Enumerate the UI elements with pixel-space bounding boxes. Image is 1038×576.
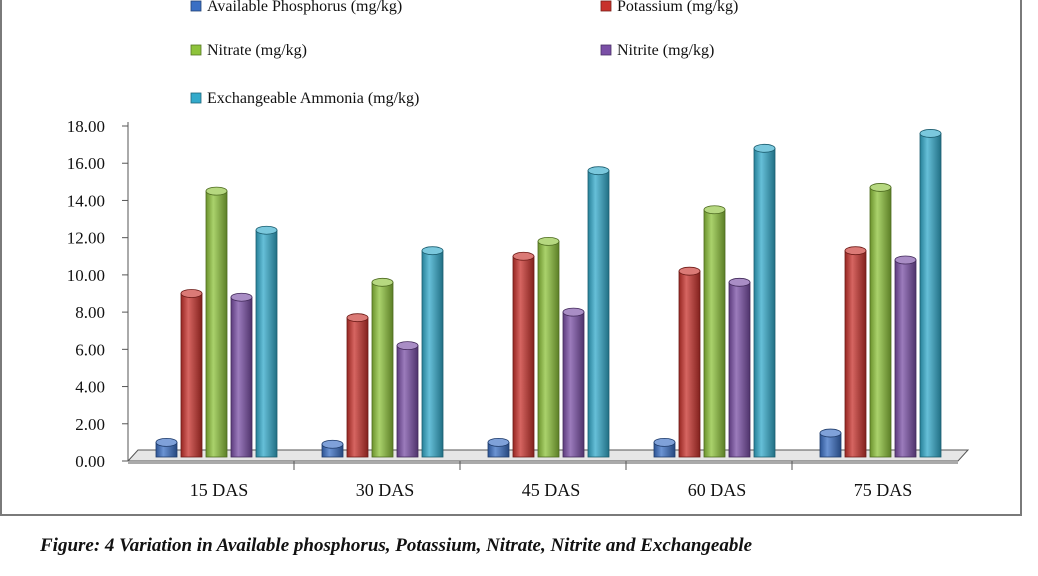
bar-cap [562, 307, 585, 317]
x-category-label: 15 DAS [190, 480, 249, 500]
bar [919, 133, 942, 458]
bar-cap [869, 183, 892, 192]
x-category-label: 45 DAS [522, 480, 581, 500]
bar [562, 311, 585, 458]
bar-cap [421, 246, 444, 256]
x-category-label: 60 DAS [688, 480, 747, 500]
y-tick-label: 12.00 [67, 229, 105, 248]
bar [512, 255, 535, 458]
bar [678, 270, 701, 458]
bar [537, 240, 560, 458]
x-category-label: 75 DAS [854, 480, 913, 500]
figure-caption: Figure: 4 Variation in Available phospho… [40, 535, 753, 556]
x-category-label: 30 DAS [356, 480, 415, 500]
bar-cap [155, 437, 178, 447]
bar-cap [487, 437, 510, 447]
y-tick-label: 16.00 [67, 154, 105, 173]
legend-swatch [190, 44, 202, 56]
legend-swatch [600, 0, 612, 12]
bar-cap [396, 341, 419, 351]
bar [869, 187, 892, 458]
bar-cap [844, 246, 867, 256]
legend-label: Nitrate (mg/kg) [207, 42, 307, 59]
bar-cap [180, 289, 203, 298]
bar [255, 229, 278, 458]
bar-cap [678, 266, 701, 276]
bar-cap [587, 166, 610, 176]
bar-cap [753, 143, 776, 153]
y-tick-label: 0.00 [75, 452, 105, 471]
bar [728, 281, 751, 458]
bar-cap [653, 437, 676, 447]
bar [180, 293, 203, 458]
bar-cap [321, 439, 344, 449]
bar [346, 317, 369, 458]
bar-cap [371, 277, 394, 287]
y-tick-label: 10.00 [67, 266, 105, 285]
legend-swatch [190, 0, 202, 12]
legend-swatch [190, 92, 202, 104]
bar-cap [703, 205, 726, 215]
bar-cap [537, 236, 560, 246]
legend-label: Nitrite (mg/kg) [617, 42, 714, 59]
bar [753, 147, 776, 458]
bar [371, 281, 394, 458]
chart-frame [0, 0, 1022, 516]
bar [205, 190, 228, 458]
bar [587, 170, 610, 458]
bar [421, 250, 444, 458]
bar [703, 209, 726, 458]
bar [396, 345, 419, 458]
y-tick-label: 8.00 [75, 303, 105, 322]
bar-cap [919, 129, 942, 138]
bar-cap [819, 428, 842, 438]
bar [230, 296, 253, 458]
y-tick-label: 6.00 [75, 340, 105, 359]
bar-cap [230, 292, 253, 302]
y-tick-label: 2.00 [75, 415, 105, 434]
y-tick-label: 14.00 [67, 191, 105, 210]
bar-cap [205, 186, 228, 196]
bar [894, 259, 917, 458]
bar [844, 250, 867, 458]
bar-cap [255, 225, 278, 235]
bar-cap [346, 313, 369, 323]
legend-label: Available Phosphorus (mg/kg) [207, 0, 402, 15]
legend-swatch [600, 44, 612, 56]
legend-label: Exchangeable Ammonia (mg/kg) [207, 90, 419, 107]
legend-label: Potassium (mg/kg) [617, 0, 738, 15]
y-tick-label: 18.00 [67, 117, 105, 136]
bar-cap [728, 277, 751, 287]
bar-cap [512, 251, 535, 261]
bar-cap [894, 255, 917, 265]
y-tick-label: 4.00 [75, 378, 105, 397]
